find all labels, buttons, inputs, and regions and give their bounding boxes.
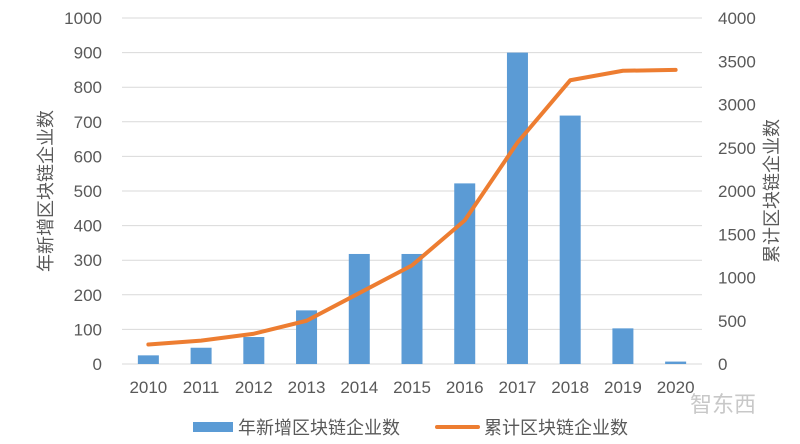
bar bbox=[243, 337, 265, 364]
bar bbox=[401, 253, 423, 364]
right-tick-label: 2000 bbox=[718, 182, 756, 201]
left-tick-label: 700 bbox=[74, 113, 102, 132]
watermark-logo: 智东西 bbox=[690, 393, 756, 418]
x-tick-label: 2010 bbox=[129, 378, 167, 397]
bar bbox=[506, 52, 528, 364]
left-tick-label: 600 bbox=[74, 147, 102, 166]
x-axis-ticks: 2010 2011 2012 2013 2014 2015 2016 2017 2018 2019… bbox=[129, 378, 694, 397]
bar bbox=[665, 361, 687, 364]
right-tick-label: 0 bbox=[718, 355, 727, 374]
legend-bar-label: 年新增区块链企业数 bbox=[238, 418, 400, 439]
x-tick-label: 2015 bbox=[393, 378, 431, 397]
right-axis-title: 累计区块链企业数 bbox=[762, 119, 783, 263]
right-axis-ticks: 0 500 1000 1500 2000 2500 3000 3500 4000 bbox=[718, 9, 756, 374]
x-tick-label: 2017 bbox=[499, 378, 537, 397]
right-tick-label: 1000 bbox=[718, 269, 756, 288]
legend: 年新增区块链企业数 累计区块链企业数 bbox=[193, 418, 628, 439]
bar bbox=[612, 328, 634, 364]
bar-series bbox=[137, 52, 687, 365]
gridlines bbox=[122, 17, 702, 365]
right-tick-label: 2500 bbox=[718, 139, 756, 158]
x-tick-label: 2019 bbox=[604, 378, 642, 397]
legend-bar-swatch bbox=[193, 422, 233, 432]
bar bbox=[348, 253, 370, 364]
x-tick-label: 2020 bbox=[657, 378, 695, 397]
x-tick-label: 2014 bbox=[340, 378, 378, 397]
bar bbox=[190, 347, 212, 364]
left-tick-label: 800 bbox=[74, 78, 102, 97]
x-tick-label: 2016 bbox=[446, 378, 484, 397]
right-tick-label: 3000 bbox=[718, 96, 756, 115]
cumulative-line bbox=[146, 67, 678, 347]
line-series bbox=[146, 67, 678, 347]
left-tick-label: 300 bbox=[74, 251, 102, 270]
left-axis-ticks: 0 100 200 300 400 500 600 700 800 900 1000 bbox=[64, 9, 102, 374]
x-tick-label: 2013 bbox=[288, 378, 326, 397]
right-tick-label: 500 bbox=[718, 312, 746, 331]
bar bbox=[559, 115, 581, 365]
x-tick-label: 2012 bbox=[235, 378, 273, 397]
left-tick-label: 0 bbox=[93, 355, 102, 374]
left-tick-label: 200 bbox=[74, 286, 102, 305]
bar bbox=[137, 355, 159, 364]
bar bbox=[454, 183, 476, 364]
left-tick-label: 1000 bbox=[64, 9, 102, 28]
left-axis-title: 年新增区块链企业数 bbox=[36, 110, 57, 272]
right-tick-label: 3500 bbox=[718, 52, 756, 71]
right-tick-label: 4000 bbox=[718, 9, 756, 28]
left-tick-label: 400 bbox=[74, 217, 102, 236]
right-tick-label: 1500 bbox=[718, 225, 756, 244]
left-tick-label: 500 bbox=[74, 182, 102, 201]
x-tick-label: 2018 bbox=[551, 378, 589, 397]
left-tick-label: 100 bbox=[74, 320, 102, 339]
legend-line-label: 累计区块链企业数 bbox=[484, 418, 628, 439]
x-tick-label: 2011 bbox=[183, 378, 220, 397]
left-tick-label: 900 bbox=[74, 44, 102, 63]
